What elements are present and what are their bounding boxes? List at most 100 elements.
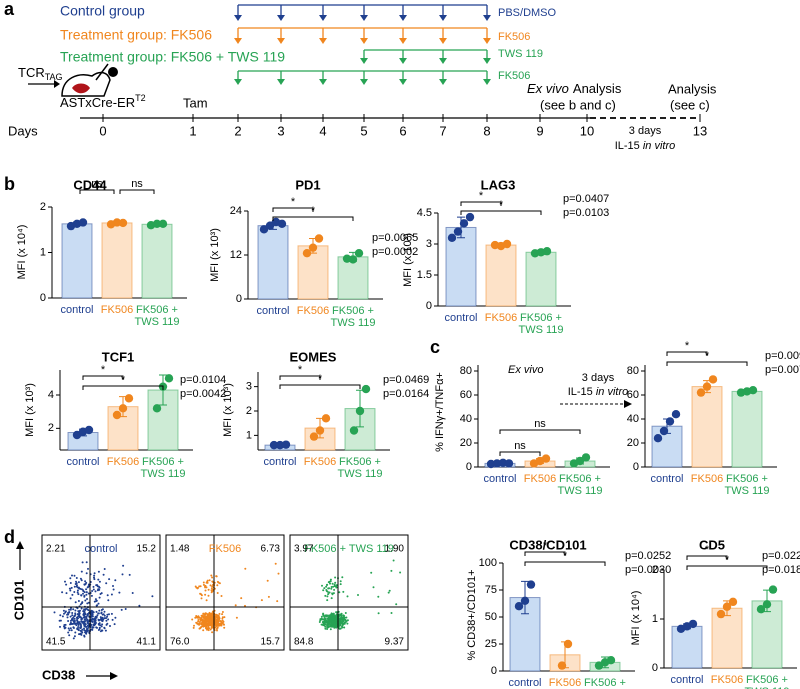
cell-dot xyxy=(339,583,342,586)
cell-dot xyxy=(318,621,321,623)
cell-dot xyxy=(200,626,203,628)
cell-dot xyxy=(86,608,89,611)
cell-dot xyxy=(138,604,141,607)
chart-title: TCF1 xyxy=(102,349,135,364)
cell-dot xyxy=(66,613,69,616)
arrow-head xyxy=(234,79,242,85)
significance-label: * xyxy=(705,350,710,362)
cell-dot xyxy=(215,575,218,578)
cell-dot xyxy=(93,574,96,577)
cell-dot xyxy=(198,623,201,626)
cell-dot xyxy=(64,626,67,629)
significance-label: * xyxy=(725,554,730,566)
cell-dot xyxy=(98,596,101,599)
y-tick-label: 0 xyxy=(236,293,242,305)
cell-dot xyxy=(372,586,375,589)
cell-dot xyxy=(79,626,82,629)
cell-dot xyxy=(216,624,219,627)
cell-dot xyxy=(93,572,96,575)
cell-dot xyxy=(74,609,77,612)
quadrant-value: 41.1 xyxy=(137,637,157,648)
data-point xyxy=(447,233,457,242)
significance-bracket xyxy=(272,216,354,221)
cell-dot xyxy=(195,615,198,618)
ex-vivo-label: Ex vivo xyxy=(508,364,543,376)
cell-dot xyxy=(86,618,89,621)
cell-dot xyxy=(108,613,110,616)
cell-dot xyxy=(244,567,247,570)
cell-dot xyxy=(77,626,80,628)
significance-bracket xyxy=(524,551,566,556)
arrow-head xyxy=(319,79,327,85)
cell-dot xyxy=(320,615,323,618)
cell-dot xyxy=(321,584,323,587)
data-point xyxy=(315,426,325,435)
cell-dot xyxy=(77,586,80,589)
arrow-head xyxy=(399,38,407,44)
cell-dot xyxy=(73,585,76,588)
y-tick-label: 12 xyxy=(230,249,242,261)
cell-dot xyxy=(95,599,98,602)
cell-dot xyxy=(107,599,110,602)
cell-dot xyxy=(192,626,195,629)
cell-dot xyxy=(99,618,102,621)
cell-dot xyxy=(67,627,70,630)
cell-dot xyxy=(100,609,103,611)
significance-bracket xyxy=(460,210,542,215)
cell-dot xyxy=(333,614,336,617)
cell-dot xyxy=(211,576,214,579)
significance-bracket xyxy=(666,351,708,356)
cell-dot xyxy=(330,597,333,600)
cell-dot xyxy=(209,628,212,631)
cell-dot xyxy=(79,603,82,606)
cell-dot xyxy=(274,562,277,565)
cell-dot xyxy=(105,617,107,620)
cell-dot xyxy=(267,595,270,598)
liver-icon xyxy=(72,83,90,94)
significance-bracket xyxy=(279,375,321,380)
cell-dot xyxy=(71,617,74,620)
data-point xyxy=(465,212,475,222)
cell-dot xyxy=(221,613,224,616)
cell-dot xyxy=(86,598,88,600)
cell-dot xyxy=(80,607,83,610)
cell-dot xyxy=(87,583,90,586)
cell-dot xyxy=(111,618,114,621)
flow-plot-title: control xyxy=(84,543,117,555)
x-tick-label: FK506 + TWS 119 xyxy=(134,304,180,328)
y-tick-label: 2 xyxy=(48,422,54,434)
cell-dot xyxy=(211,585,214,588)
cell-dot xyxy=(69,615,72,618)
cell-dot xyxy=(94,590,97,593)
cell-dot xyxy=(205,599,208,602)
mouse-sup: T2 xyxy=(135,93,146,103)
quadrant-value: 15.7 xyxy=(261,637,281,648)
cell-dot xyxy=(277,572,280,575)
cell-dot xyxy=(65,592,68,595)
data-point xyxy=(526,580,536,589)
significance-label: ns xyxy=(91,178,103,190)
bar xyxy=(257,225,289,300)
flow-plot-title: FK506 xyxy=(209,543,241,555)
cell-dot xyxy=(99,630,102,633)
cell-dot xyxy=(206,615,209,618)
cell-dot xyxy=(324,627,327,630)
p-value: p=0.0224 xyxy=(762,550,800,562)
significance-label: * xyxy=(685,340,690,352)
cell-dot xyxy=(64,610,67,613)
significance-bracket xyxy=(686,555,728,560)
cell-dot xyxy=(69,597,72,600)
cell-dot xyxy=(204,622,207,625)
cell-dot xyxy=(377,612,380,615)
cell-dot xyxy=(84,629,87,632)
cell-dot xyxy=(105,623,108,626)
cell-dot xyxy=(335,611,338,614)
cell-dot xyxy=(217,581,220,584)
cell-dot xyxy=(86,624,89,627)
cell-dot xyxy=(95,584,98,587)
cell-dot xyxy=(334,619,337,622)
cell-dot xyxy=(208,579,211,582)
cell-dot xyxy=(68,587,71,590)
cell-dot xyxy=(325,619,327,622)
cell-dot xyxy=(260,599,263,602)
